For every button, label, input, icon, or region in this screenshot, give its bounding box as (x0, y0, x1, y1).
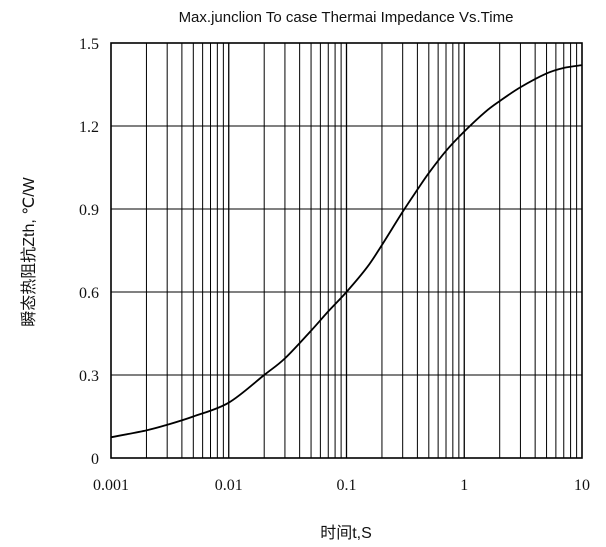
x-tick-label: 10 (574, 477, 590, 494)
impedance-curve (110, 64, 583, 439)
grid-lines (111, 43, 582, 458)
chart-title: Max.junclion To case Thermai Impedance V… (179, 9, 514, 26)
x-axis-label: 时间t,S (320, 524, 372, 542)
x-tick-label: 0.01 (215, 477, 243, 494)
plot-frame (110, 42, 583, 459)
y-axis-label: 瞬态热阻抗Zth, ℃/W (20, 176, 38, 326)
y-tick-label: 0.9 (79, 202, 99, 219)
y-tick-label: 0.3 (79, 368, 99, 385)
y-tick-label: 0 (91, 451, 99, 468)
y-tick-labels: 0 0.3 0.6 0.9 1.2 1.5 (79, 36, 99, 468)
x-tick-label: 0.001 (93, 477, 129, 494)
x-tick-label: 0.1 (337, 477, 357, 494)
curve-layer (110, 64, 583, 439)
x-tick-labels: 0.001 0.01 0.1 1 10 (93, 477, 590, 494)
y-tick-label: 1.5 (79, 36, 99, 53)
x-tick-label: 1 (460, 477, 468, 494)
y-tick-label: 0.6 (79, 285, 99, 302)
y-tick-label: 1.2 (79, 119, 99, 136)
